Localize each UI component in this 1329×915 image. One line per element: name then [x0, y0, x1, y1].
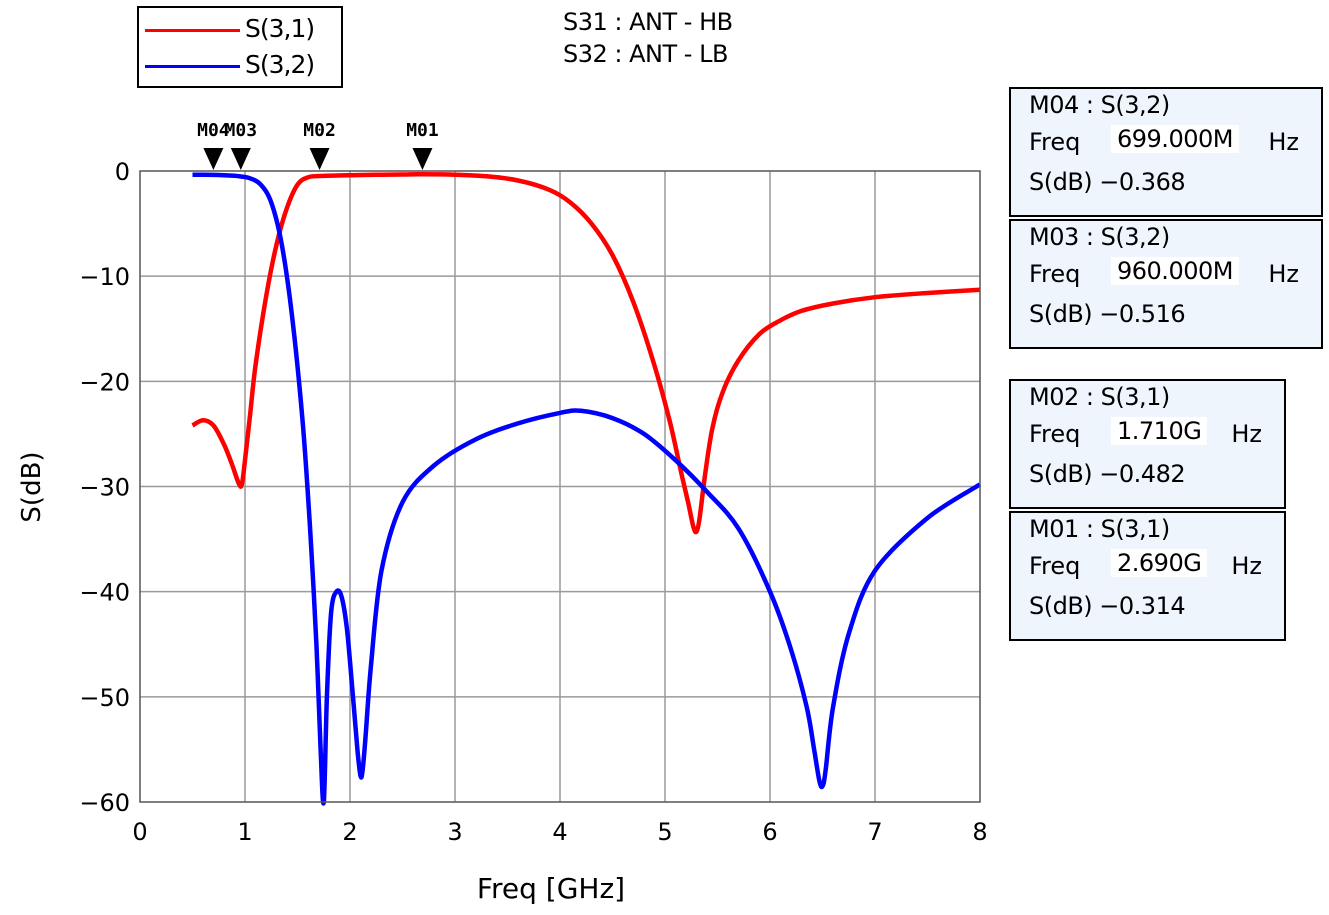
x-axis-label: Freq [GHz] — [477, 872, 625, 905]
y-tick-label: −20 — [79, 368, 130, 396]
marker-freq-unit: Hz — [1231, 552, 1262, 580]
marker-box-title: M03 : S(3,2) — [1029, 223, 1170, 251]
marker-freq-value: 960.000M — [1111, 257, 1239, 285]
legend-label-s32: S(3,2) — [245, 50, 315, 79]
series-lines — [191, 172, 982, 806]
legend-item-s32: S(3,2) — [145, 48, 341, 84]
plot-frame — [139, 170, 981, 803]
marker-triangle-m03 — [230, 148, 251, 170]
marker-label-m01: M01 — [406, 120, 439, 141]
marker-box-m04: M04 : S(3,2) Freq 699.000M Hz S(dB) −0.3… — [1009, 87, 1323, 217]
y-tick-label: −10 — [79, 263, 130, 291]
y-tick-label: −50 — [79, 684, 130, 712]
marker-freq-label: Freq — [1029, 260, 1081, 288]
legend-label-s31: S(3,1) — [245, 14, 315, 43]
y-tick-label: −40 — [79, 579, 130, 607]
x-tick-label: 7 — [867, 818, 882, 846]
marker-box-m03: M03 : S(3,2) Freq 960.000M Hz S(dB) −0.5… — [1009, 219, 1323, 349]
marker-box-m01: M01 : S(3,1) Freq 2.690G Hz S(dB) −0.314 — [1009, 511, 1286, 641]
x-tick-label: 2 — [342, 818, 357, 846]
marker-freq-value: 2.690G — [1111, 549, 1208, 577]
marker-db-value: S(dB) −0.368 — [1029, 168, 1186, 196]
y-tick-label: −60 — [79, 789, 130, 817]
x-tick-label: 6 — [762, 818, 777, 846]
marker-freq-label: Freq — [1029, 420, 1081, 448]
series-line-s31 — [191, 172, 981, 535]
x-tick-label: 4 — [552, 818, 567, 846]
subtitle-s32: S32 : ANT - LB — [563, 40, 728, 68]
x-tick-label: 0 — [132, 818, 147, 846]
subtitle-s31: S31 : ANT - HB — [563, 8, 733, 36]
y-axis-label: S(dB) — [17, 451, 47, 522]
marker-triangle-m04 — [203, 148, 224, 170]
marker-box-title: M01 : S(3,1) — [1029, 515, 1170, 543]
grid — [140, 171, 980, 802]
x-tick-label: 8 — [972, 818, 987, 846]
marker-freq-unit: Hz — [1268, 260, 1299, 288]
legend: S(3,1) S(3,2) — [137, 6, 343, 88]
x-tick-label: 1 — [237, 818, 252, 846]
marker-db-value: S(dB) −0.314 — [1029, 592, 1186, 620]
y-tick-label: 0 — [115, 158, 130, 186]
legend-swatch-s32 — [145, 65, 240, 68]
marker-freq-value: 1.710G — [1111, 417, 1208, 445]
tick-labels: 0 1 2 3 4 5 6 7 8 0 −10 −20 −30 −40 −50 −60 — [79, 158, 987, 846]
marker-triangle-m02 — [309, 148, 330, 170]
marker-box-m02: M02 : S(3,1) Freq 1.710G Hz S(dB) −0.482 — [1009, 379, 1286, 509]
marker-freq-label: Freq — [1029, 552, 1081, 580]
marker-label-m03: M03 — [225, 120, 258, 141]
x-tick-label: 5 — [657, 818, 672, 846]
marker-db-value: S(dB) −0.516 — [1029, 300, 1186, 328]
marker-freq-unit: Hz — [1231, 420, 1262, 448]
marker-triangle-m01 — [412, 148, 433, 170]
legend-item-s31: S(3,1) — [145, 12, 341, 48]
marker-db-value: S(dB) −0.482 — [1029, 460, 1186, 488]
marker-label-m04: M04 — [197, 120, 230, 141]
marker-label-m02: M02 — [303, 120, 336, 141]
series-line-s32 — [192, 172, 982, 806]
x-tick-label: 3 — [447, 818, 462, 846]
marker-freq-value: 699.000M — [1111, 125, 1239, 153]
marker-freq-label: Freq — [1029, 128, 1081, 156]
y-tick-label: −30 — [79, 474, 130, 502]
marker-box-title: M02 : S(3,1) — [1029, 383, 1170, 411]
marker-box-title: M04 : S(3,2) — [1029, 91, 1170, 119]
legend-swatch-s31 — [145, 29, 240, 32]
marker-freq-unit: Hz — [1268, 128, 1299, 156]
